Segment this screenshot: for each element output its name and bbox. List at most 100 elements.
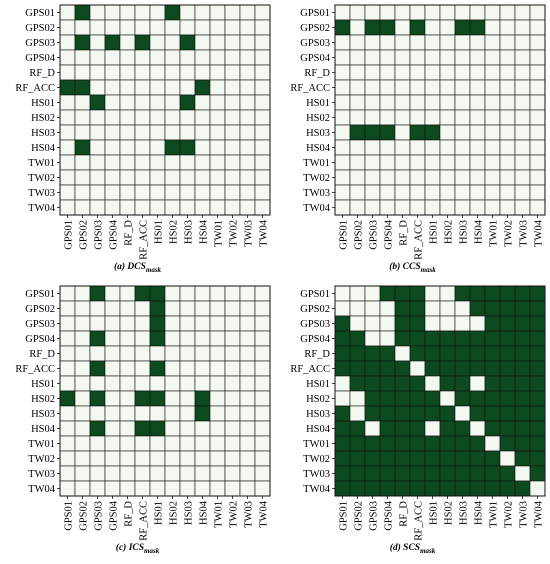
cell-a-TW02-TW01 xyxy=(209,169,226,186)
cell-b-HS03-GPS02 xyxy=(349,124,366,141)
cell-d-TW01-TW03 xyxy=(514,435,531,452)
cell-b-GPS04-GPS03 xyxy=(364,49,381,66)
cell-d-RF_D-TW02 xyxy=(499,345,516,362)
cell-a-TW01-TW02 xyxy=(224,154,241,171)
cell-a-RF_D-HS04 xyxy=(194,64,211,81)
cell-c-HS04-HS03 xyxy=(179,420,196,437)
cell-d-GPS03-RF_D xyxy=(394,315,411,332)
cell-d-TW04-GPS03 xyxy=(364,480,381,497)
cell-b-TW01-RF_D xyxy=(394,154,411,171)
cell-d-TW03-GPS03 xyxy=(364,465,381,482)
cell-c-GPS02-GPS02 xyxy=(74,300,91,317)
cell-a-GPS02-RF_ACC xyxy=(134,19,151,36)
cell-a-TW02-GPS04 xyxy=(104,169,121,186)
row-label-c-HS02: HS02 xyxy=(31,394,55,405)
cell-a-GPS02-TW01 xyxy=(209,19,226,36)
col-label-c-GPS01: GPS01 xyxy=(63,501,74,531)
cell-a-HS02-TW04 xyxy=(254,109,271,126)
cell-c-TW04-HS01 xyxy=(149,480,166,497)
cell-c-TW03-HS03 xyxy=(179,465,196,482)
col-label-a-GPS04: GPS04 xyxy=(108,219,119,250)
cell-c-GPS02-GPS03 xyxy=(89,300,106,317)
cell-a-RF_ACC-TW02 xyxy=(224,79,241,96)
cell-a-TW03-GPS04 xyxy=(104,184,121,201)
cell-a-HS04-TW01 xyxy=(209,139,226,156)
cell-a-RF_ACC-HS01 xyxy=(149,79,166,96)
cell-d-HS03-GPS02 xyxy=(349,405,366,422)
cell-a-TW03-TW01 xyxy=(209,184,226,201)
cell-b-RF_D-HS02 xyxy=(439,64,456,81)
cell-a-TW03-GPS01 xyxy=(59,184,76,201)
cell-c-TW02-HS03 xyxy=(179,450,196,467)
cell-a-HS01-HS04 xyxy=(194,94,211,111)
cell-c-HS01-TW04 xyxy=(254,375,271,392)
row-label-b-TW01: TW01 xyxy=(303,158,330,169)
cell-a-RF_ACC-HS04 xyxy=(194,79,211,96)
cell-a-TW04-GPS04 xyxy=(104,199,121,216)
cell-b-TW02-RF_ACC xyxy=(409,169,426,186)
cell-d-TW04-TW02 xyxy=(499,480,516,497)
cell-b-HS04-GPS04 xyxy=(379,139,396,156)
col-label-b-GPS04: GPS04 xyxy=(383,219,394,250)
col-label-a-TW03: TW03 xyxy=(243,220,254,247)
cell-d-TW04-HS01 xyxy=(424,480,441,497)
col-label-a-TW04: TW04 xyxy=(258,219,269,247)
cell-a-HS04-RF_ACC xyxy=(134,139,151,156)
cell-d-TW02-TW01 xyxy=(484,450,501,467)
cell-a-GPS02-GPS04 xyxy=(104,19,121,36)
cell-c-GPS03-HS04 xyxy=(194,315,211,332)
cell-d-GPS01-HS03 xyxy=(454,285,471,302)
cell-c-GPS01-TW02 xyxy=(224,285,241,302)
cell-c-TW01-HS04 xyxy=(194,435,211,452)
cell-d-HS02-GPS03 xyxy=(364,390,381,407)
caption-d-main: (d) SCS xyxy=(389,543,421,553)
cell-c-HS03-TW01 xyxy=(209,405,226,422)
cell-c-GPS03-GPS03 xyxy=(89,315,106,332)
col-label-a-HS02: HS02 xyxy=(168,220,179,244)
cell-d-RF_D-HS03 xyxy=(454,345,471,362)
row-label-d-HS02: HS02 xyxy=(306,394,330,405)
cell-d-GPS04-TW01 xyxy=(484,330,501,347)
cell-c-GPS03-TW02 xyxy=(224,315,241,332)
row-label-d-RF_D: RF_D xyxy=(304,349,330,360)
cell-d-RF_ACC-TW04 xyxy=(529,360,546,377)
cell-c-TW02-TW04 xyxy=(254,450,271,467)
cell-b-TW01-TW04 xyxy=(529,154,546,171)
cell-d-HS01-TW01 xyxy=(484,375,501,392)
cell-b-RF_ACC-TW03 xyxy=(514,79,531,96)
cell-a-GPS01-HS01 xyxy=(149,4,166,21)
cell-a-TW04-GPS03 xyxy=(89,199,106,216)
cell-b-HS01-TW03 xyxy=(514,94,531,111)
cell-d-TW01-GPS04 xyxy=(379,435,396,452)
col-label-c-RF_ACC: RF_ACC xyxy=(138,501,149,541)
cell-b-GPS04-RF_D xyxy=(394,49,411,66)
cell-b-HS01-TW04 xyxy=(529,94,546,111)
cell-d-TW03-TW01 xyxy=(484,465,501,482)
cell-a-HS03-RF_ACC xyxy=(134,124,151,141)
cell-b-TW02-GPS02 xyxy=(349,169,366,186)
cell-a-GPS01-GPS01 xyxy=(59,4,76,21)
cell-c-HS03-HS04 xyxy=(194,405,211,422)
cell-a-TW04-RF_D xyxy=(119,199,136,216)
cell-d-RF_ACC-HS01 xyxy=(424,360,441,377)
cell-b-GPS01-RF_ACC xyxy=(409,4,426,21)
cell-a-GPS04-TW04 xyxy=(254,49,271,66)
cell-c-HS01-HS03 xyxy=(179,375,196,392)
cell-a-TW04-HS02 xyxy=(164,199,181,216)
cell-d-RF_D-GPS01 xyxy=(334,345,351,362)
cell-a-GPS03-HS02 xyxy=(164,34,181,51)
cell-d-HS01-GPS01 xyxy=(334,375,351,392)
cell-b-HS02-TW04 xyxy=(529,109,546,126)
cell-b-HS03-HS01 xyxy=(424,124,441,141)
cell-b-RF_ACC-GPS01 xyxy=(334,79,351,96)
col-label-c-TW02: TW02 xyxy=(228,501,239,528)
cell-a-HS01-TW02 xyxy=(224,94,241,111)
cell-a-TW04-RF_ACC xyxy=(134,199,151,216)
cell-b-TW03-RF_D xyxy=(394,184,411,201)
cell-b-TW02-TW04 xyxy=(529,169,546,186)
cell-a-GPS04-HS01 xyxy=(149,49,166,66)
cell-d-GPS01-HS02 xyxy=(439,285,456,302)
cell-a-TW01-GPS02 xyxy=(74,154,91,171)
cell-b-GPS01-TW01 xyxy=(484,4,501,21)
cell-c-RF_D-GPS02 xyxy=(74,345,91,362)
